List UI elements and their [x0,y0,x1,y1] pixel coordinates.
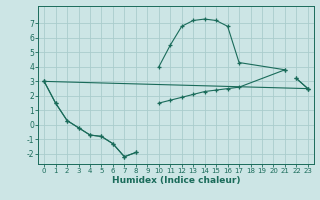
X-axis label: Humidex (Indice chaleur): Humidex (Indice chaleur) [112,176,240,185]
